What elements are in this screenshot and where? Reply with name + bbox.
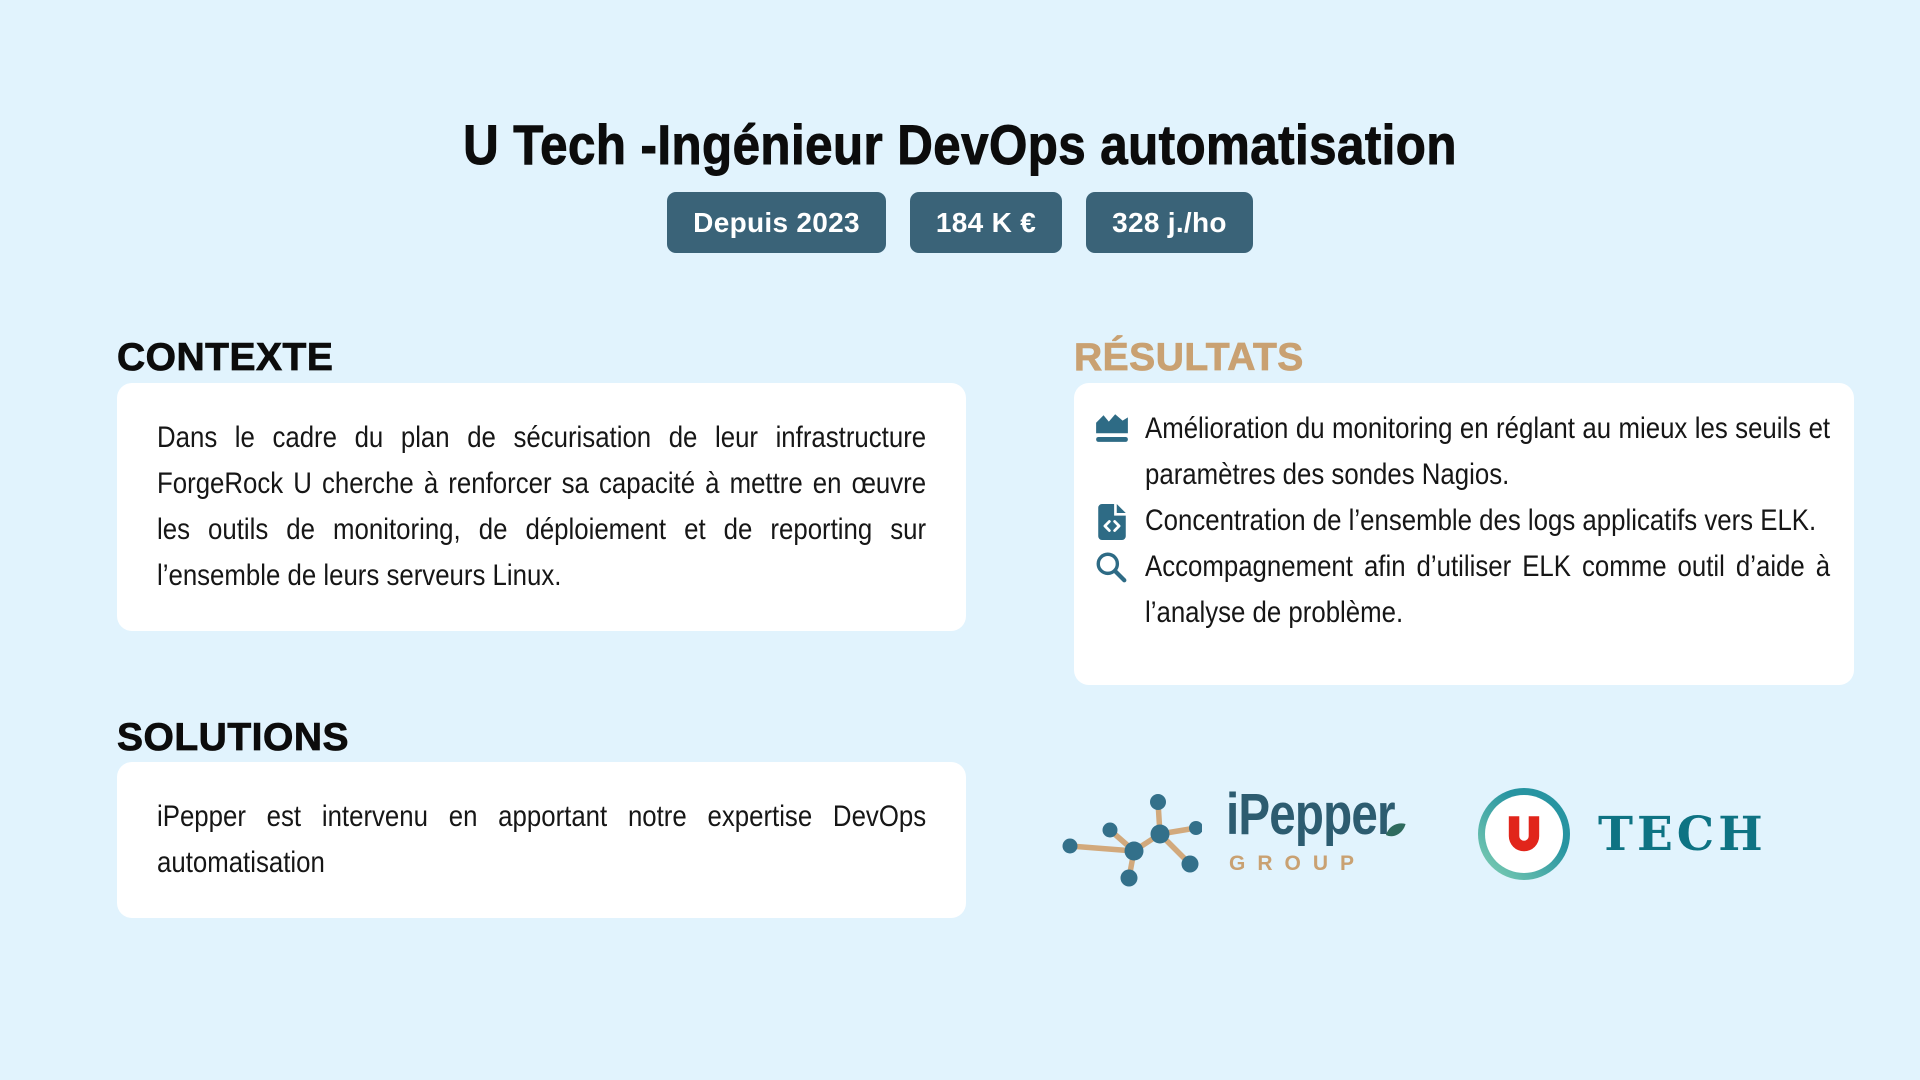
section-heading-resultats: RÉSULTATS	[1074, 336, 1304, 380]
result-text-wrap: Concentration de l’ensemble des logs app…	[1145, 498, 1830, 544]
ipepper-logo: iPepper GROUP	[1062, 786, 1432, 892]
result-item: Amélioration du monitoring en réglant au…	[1094, 406, 1830, 498]
utech-u-monogram	[1508, 816, 1540, 852]
ipepper-name-text: iPepper	[1226, 782, 1396, 847]
utech-circle-icon	[1478, 788, 1570, 880]
utech-logo: TECH	[1478, 788, 1767, 880]
ipepper-wordmark: iPepper	[1226, 786, 1406, 844]
result-item: Concentration de l’ensemble des logs app…	[1094, 498, 1830, 544]
file-code-icon	[1094, 504, 1132, 540]
leaf-icon	[1385, 792, 1406, 850]
badge-budget: 184 K €	[909, 192, 1063, 253]
section-heading-contexte: CONTEXTE	[117, 336, 334, 380]
utech-wordmark: TECH	[1598, 806, 1767, 862]
solutions-text: iPepper est intervenu en apportant notre…	[157, 800, 927, 879]
ipepper-wordmark-block: iPepper GROUP	[1226, 786, 1432, 876]
badge-group: Depuis 2023 184 K € 328 j./ho	[0, 192, 1920, 253]
result-item: Accompagnement afin d’utiliser ELK comme…	[1094, 544, 1830, 636]
search-icon	[1094, 550, 1132, 584]
contexte-card: Dans le cadre du plan de sécurisation de…	[117, 383, 966, 631]
result-text-wrap: Amélioration du monitoring en réglant au…	[1145, 406, 1830, 498]
network-graph-icon	[1062, 792, 1203, 892]
result-text: Accompagnement afin d’utiliser ELK comme…	[1145, 550, 1831, 629]
ipepper-group-label: GROUP	[1229, 852, 1367, 875]
section-heading-solutions: SOLUTIONS	[117, 716, 350, 760]
contexte-text: Dans le cadre du plan de sécurisation de…	[157, 421, 927, 592]
result-text: Amélioration du monitoring en réglant au…	[1145, 412, 1831, 491]
utech-circle-inner	[1485, 795, 1563, 873]
badge-since: Depuis 2023	[667, 192, 886, 253]
result-text: Concentration de l’ensemble des logs app…	[1145, 504, 1817, 537]
resultats-card: Amélioration du monitoring en réglant au…	[1074, 383, 1854, 685]
solutions-card: iPepper est intervenu en apportant notre…	[117, 762, 966, 918]
badge-days: 328 j./ho	[1086, 192, 1253, 253]
page-title: U Tech -Ingénieur DevOps automatisation	[463, 112, 1457, 176]
chart-area-icon	[1094, 412, 1132, 444]
result-text-wrap: Accompagnement afin d’utiliser ELK comme…	[1145, 544, 1830, 636]
